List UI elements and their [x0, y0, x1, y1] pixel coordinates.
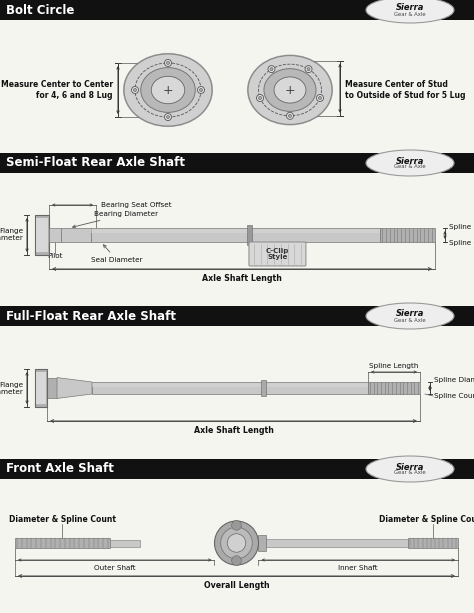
Text: Gear & Axle: Gear & Axle — [394, 164, 426, 170]
Circle shape — [232, 520, 241, 530]
Bar — [92, 383, 368, 387]
Bar — [266, 539, 408, 547]
Bar — [92, 382, 368, 394]
Polygon shape — [61, 228, 91, 242]
Bar — [261, 380, 266, 396]
Text: Flange
Diameter: Flange Diameter — [0, 381, 23, 395]
Circle shape — [317, 94, 323, 102]
Circle shape — [166, 116, 170, 118]
Text: Axle Shaft Length: Axle Shaft Length — [202, 274, 282, 283]
Bar — [49, 228, 61, 242]
Text: Overall Length: Overall Length — [204, 581, 269, 590]
Bar — [35, 215, 49, 255]
Circle shape — [232, 556, 241, 565]
Circle shape — [134, 88, 137, 91]
Text: Axle Shaft Length: Axle Shaft Length — [193, 426, 273, 435]
Circle shape — [198, 86, 204, 94]
Text: C-Clip
Style: C-Clip Style — [266, 248, 289, 261]
Circle shape — [131, 86, 138, 94]
Bar — [258, 535, 266, 551]
Text: Seal Diameter: Seal Diameter — [91, 245, 143, 263]
Circle shape — [268, 66, 275, 72]
Circle shape — [227, 534, 246, 552]
Text: Measure Center of Stud
to Outside of Stud for 5 Lug: Measure Center of Stud to Outside of Stu… — [345, 80, 465, 100]
Circle shape — [286, 112, 293, 120]
Text: Spline Count: Spline Count — [434, 393, 474, 399]
Text: Flange
Diameter: Flange Diameter — [0, 229, 23, 242]
Circle shape — [258, 96, 262, 99]
Text: Sierra: Sierra — [396, 462, 424, 471]
Ellipse shape — [124, 54, 212, 126]
Bar — [91, 229, 380, 233]
FancyBboxPatch shape — [249, 242, 306, 266]
Text: Front Axle Shaft: Front Axle Shaft — [6, 462, 114, 476]
Ellipse shape — [247, 55, 333, 126]
Circle shape — [289, 115, 292, 117]
Circle shape — [305, 66, 312, 72]
Ellipse shape — [248, 56, 332, 124]
Bar — [408, 538, 458, 548]
Text: Spline Count: Spline Count — [449, 240, 474, 246]
Text: Spline Diameter: Spline Diameter — [434, 377, 474, 383]
Circle shape — [164, 113, 172, 121]
Ellipse shape — [141, 67, 195, 112]
Bar — [0, 306, 474, 326]
Text: Diameter & Spline Count: Diameter & Spline Count — [380, 516, 474, 525]
Text: Bearing Seat Offset: Bearing Seat Offset — [101, 202, 172, 208]
Circle shape — [319, 96, 321, 99]
Bar — [110, 539, 140, 547]
Text: Measure Center to Center
for 4, 6 and 8 Lug: Measure Center to Center for 4, 6 and 8 … — [1, 80, 113, 100]
Bar — [47, 378, 57, 398]
Bar — [0, 153, 474, 173]
Ellipse shape — [151, 76, 185, 104]
Text: Inner Shaft: Inner Shaft — [338, 565, 378, 571]
Circle shape — [256, 94, 264, 102]
Bar — [247, 225, 252, 245]
Ellipse shape — [274, 77, 306, 103]
Circle shape — [307, 67, 310, 70]
Bar — [0, 0, 474, 20]
Text: Sierra: Sierra — [396, 156, 424, 166]
Text: Gear & Axle: Gear & Axle — [394, 471, 426, 476]
Bar — [36, 372, 46, 404]
Text: Spline Length: Spline Length — [369, 363, 419, 369]
Bar — [368, 382, 420, 394]
Circle shape — [270, 67, 273, 70]
Text: Full-Float Rear Axle Shaft: Full-Float Rear Axle Shaft — [6, 310, 176, 322]
Text: Gear & Axle: Gear & Axle — [394, 12, 426, 17]
Text: +: + — [163, 83, 173, 96]
Bar — [35, 369, 47, 407]
Text: Pilot: Pilot — [47, 253, 63, 259]
Polygon shape — [57, 378, 92, 398]
Circle shape — [200, 88, 202, 91]
Bar — [0, 459, 474, 479]
Text: Bolt Circle: Bolt Circle — [6, 4, 74, 17]
Circle shape — [166, 61, 170, 64]
Bar — [91, 228, 380, 242]
Bar — [36, 218, 48, 252]
Circle shape — [215, 521, 258, 565]
Bar — [380, 228, 435, 242]
Circle shape — [221, 527, 252, 559]
Ellipse shape — [366, 0, 454, 23]
Bar — [15, 538, 110, 548]
Text: Sierra: Sierra — [396, 310, 424, 319]
Ellipse shape — [123, 53, 213, 127]
Text: Diameter & Spline Count: Diameter & Spline Count — [9, 516, 116, 525]
Text: Semi-Float Rear Axle Shaft: Semi-Float Rear Axle Shaft — [6, 156, 185, 170]
Text: +: + — [285, 83, 295, 96]
Ellipse shape — [366, 150, 454, 176]
Ellipse shape — [264, 69, 316, 112]
Ellipse shape — [366, 303, 454, 329]
Text: Sierra: Sierra — [396, 4, 424, 12]
Circle shape — [164, 59, 172, 66]
Text: Spline Diameter: Spline Diameter — [449, 224, 474, 230]
Ellipse shape — [366, 456, 454, 482]
Text: Gear & Axle: Gear & Axle — [394, 318, 426, 322]
Text: Outer Shaft: Outer Shaft — [94, 565, 136, 571]
Text: Bearing Diameter: Bearing Diameter — [73, 211, 158, 228]
